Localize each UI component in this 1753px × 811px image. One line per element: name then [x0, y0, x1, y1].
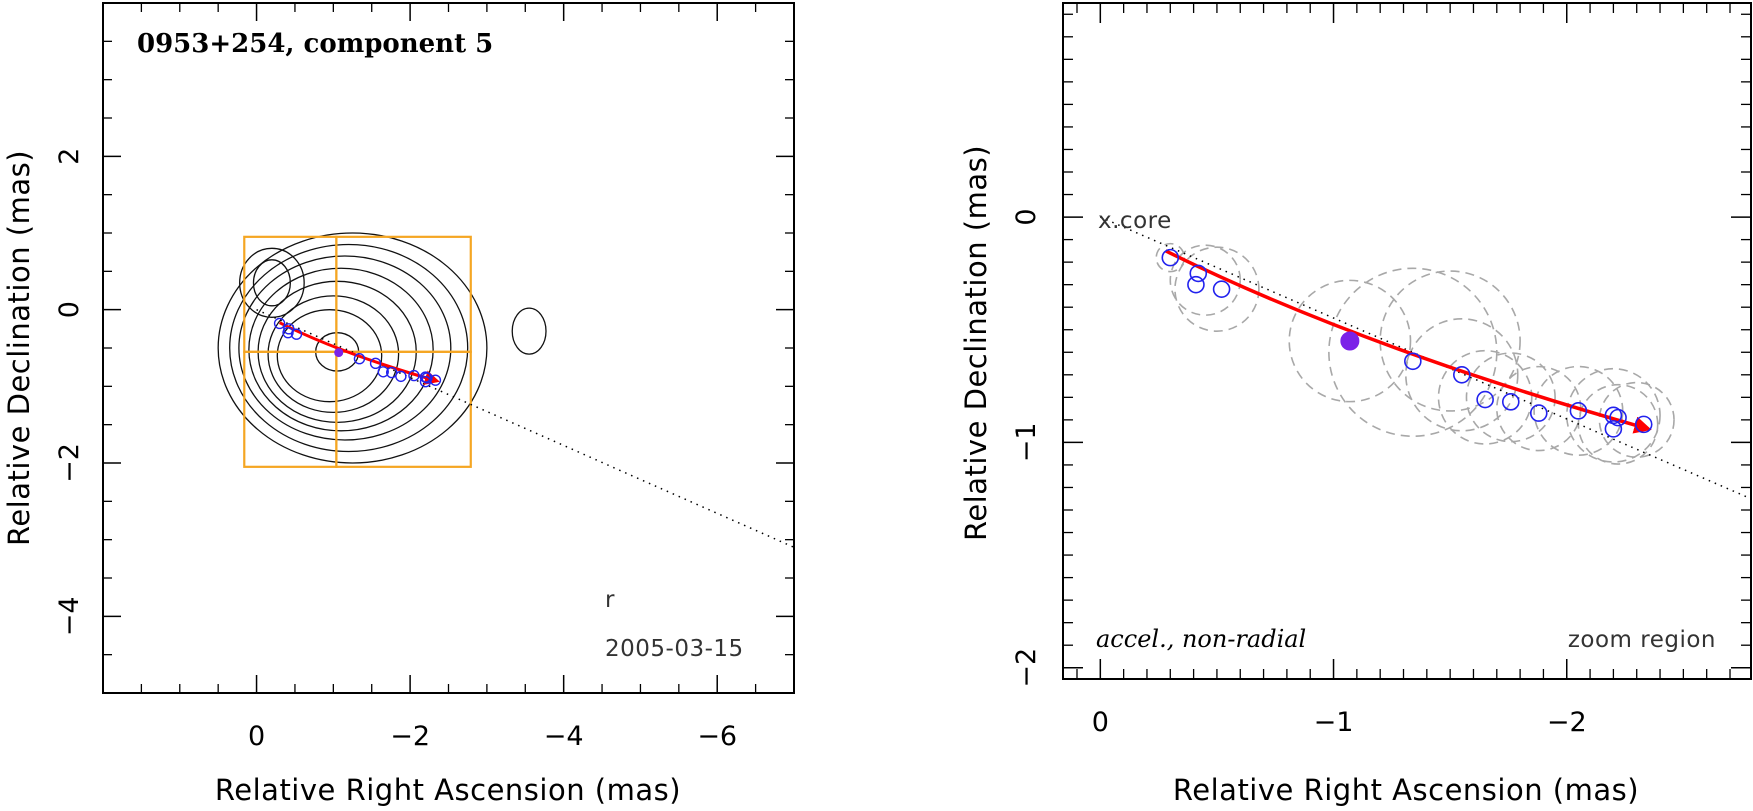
contour-line — [511, 307, 547, 355]
right-plot-frame — [1062, 2, 1752, 680]
right-tick-labels: 0 −1 −2 0 −1 −2 — [1011, 208, 1587, 738]
right-x-axis-label: Relative Right Ascension (mas) — [1173, 773, 1639, 807]
position-point — [408, 369, 420, 382]
y-tick-label: 2 — [54, 148, 85, 165]
date-label: 2005-03-15 — [605, 636, 744, 662]
position-point — [1187, 275, 1205, 294]
y-tick-label: −2 — [54, 443, 85, 483]
contour-line — [217, 232, 488, 464]
left-panel: 0 −2 −4 −6 2 0 −2 −4 0953+254, component 5 2005… — [2, 2, 795, 807]
position-point — [1634, 415, 1653, 434]
position-point — [353, 353, 366, 365]
y-tick-label: 0 — [54, 301, 85, 318]
uncertainty-circle — [1465, 352, 1556, 443]
reference-epoch-point — [334, 348, 344, 358]
zoom-region-label: zoom region — [1568, 627, 1716, 653]
x-tick-label: 0 — [1092, 707, 1109, 738]
position-point — [1604, 420, 1623, 438]
position-point — [1161, 248, 1180, 267]
uncertainty-circle — [1379, 270, 1521, 412]
right-track — [1164, 249, 1652, 434]
right-points — [1161, 248, 1653, 438]
right-core-line — [1100, 216, 1751, 500]
position-point — [1569, 402, 1588, 420]
uncertainty-circle — [1155, 242, 1186, 273]
uncertainty-circle — [1533, 365, 1624, 456]
position-point — [429, 374, 442, 386]
contour-line — [276, 309, 383, 403]
x-tick-label: −2 — [390, 721, 430, 752]
uncertainty-circle — [1174, 246, 1260, 332]
position-point — [377, 366, 389, 378]
position-point — [1453, 365, 1471, 384]
position-point — [1212, 280, 1231, 298]
beam-mark: r — [605, 587, 615, 613]
uncertainty-circle — [1437, 349, 1533, 445]
contour-line — [239, 247, 305, 318]
x-tick-label: 0 — [248, 721, 265, 752]
left-ticks — [102, 2, 795, 694]
position-point — [1476, 390, 1494, 409]
uncertainty-circle — [1598, 381, 1675, 458]
right-y-axis-label: Relative Declination (mas) — [959, 145, 993, 541]
left-plot-frame — [102, 2, 795, 694]
y-tick-label: −1 — [1011, 422, 1042, 462]
left-panel-title: 0953+254, component 5 — [137, 29, 493, 59]
uncertainty-circle — [1405, 318, 1519, 432]
core-direction-line — [1100, 216, 1751, 500]
left-core-line — [256, 308, 794, 549]
contour-line — [238, 255, 452, 441]
core-direction-line — [256, 308, 794, 549]
x-tick-label: −6 — [697, 721, 737, 752]
y-tick-label: 0 — [1011, 208, 1042, 225]
right-panel: 0 −1 −2 0 −1 −2 x.core accel., non-radial zoo… — [959, 2, 1752, 807]
position-point — [273, 317, 286, 330]
uncertainty-circle — [1495, 365, 1582, 452]
position-point — [369, 357, 382, 370]
contour-line — [252, 259, 291, 307]
left-tick-labels: 0 −2 −4 −6 2 0 −2 −4 — [54, 148, 737, 752]
left-points — [273, 317, 442, 388]
right-ticks — [1063, 3, 1751, 679]
uncertainty-circle — [1169, 244, 1242, 316]
left-contours — [217, 232, 547, 464]
contour-line — [229, 243, 469, 453]
position-point — [1189, 264, 1208, 283]
y-tick-label: −2 — [1011, 648, 1042, 688]
position-point — [290, 328, 303, 340]
left-zoom-boxes — [243, 235, 472, 468]
annotation-label: accel., non-radial — [1096, 625, 1306, 653]
position-point — [1404, 352, 1422, 371]
core-label: x.core — [1098, 208, 1172, 234]
uncertainty-circle — [1328, 267, 1498, 438]
reference-epoch-point — [1340, 331, 1360, 351]
position-point — [1609, 408, 1627, 427]
left-x-axis-label: Relative Right Ascension (mas) — [215, 773, 681, 807]
position-point — [282, 326, 294, 339]
x-tick-label: −1 — [1314, 707, 1354, 738]
x-tick-label: −4 — [544, 721, 584, 752]
uncertainty-circle — [1288, 279, 1412, 403]
motion-track-arrow — [1164, 249, 1652, 434]
contour-line — [248, 267, 434, 432]
uncertainty-circle — [1565, 367, 1661, 463]
left-y-axis-label: Relative Declination (mas) — [2, 150, 36, 546]
position-point — [1501, 393, 1520, 411]
position-point — [283, 323, 295, 335]
y-tick-label: −4 — [54, 596, 85, 636]
zoom-box — [335, 350, 472, 468]
contour-line — [267, 295, 400, 414]
x-tick-label: −2 — [1547, 707, 1587, 738]
position-point — [395, 370, 407, 383]
position-point — [1529, 404, 1548, 422]
